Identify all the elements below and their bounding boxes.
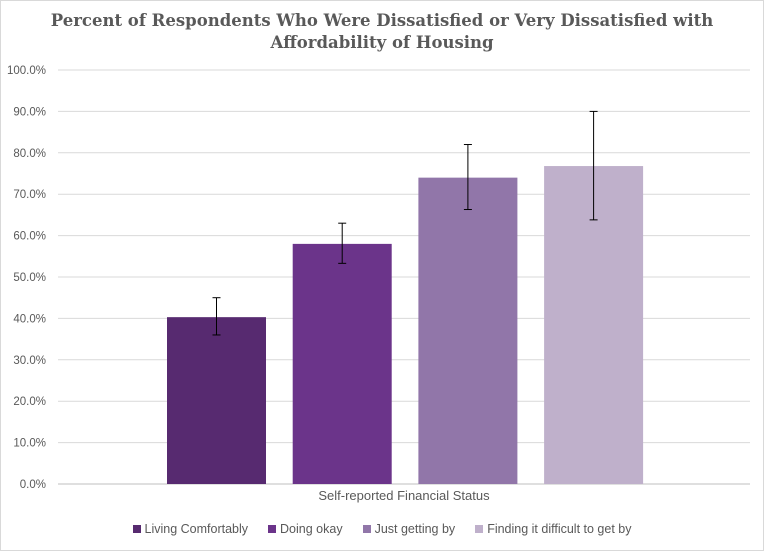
- legend-label: Doing okay: [280, 522, 343, 536]
- y-tick-label: 90.0%: [13, 106, 46, 118]
- y-tick-label: 30.0%: [13, 355, 46, 367]
- legend-item: Just getting by: [362, 522, 456, 536]
- legend-item: Doing okay: [268, 522, 343, 536]
- legend-swatch: [362, 525, 371, 533]
- chart-title-line-1: Percent of Respondents Who Were Dissatis…: [50, 11, 714, 30]
- bar: [292, 243, 392, 484]
- legend-label: Living Comfortably: [144, 522, 249, 536]
- y-tick-label: 60.0%: [13, 231, 46, 243]
- legend-label: Finding it difficult to get by: [487, 522, 632, 536]
- bar: [418, 177, 518, 484]
- y-tick-label: 70.0%: [13, 189, 46, 201]
- y-tick-label: 20.0%: [13, 396, 46, 408]
- legend-item: Living Comfortably: [132, 522, 249, 536]
- legend-swatch: [475, 525, 484, 533]
- chart-title: Percent of Respondents Who Were Dissatis…: [1, 10, 763, 54]
- legend-item: Finding it difficult to get by: [475, 522, 631, 536]
- legend-label: Just getting by: [374, 522, 456, 536]
- x-axis-title: Self-reported Financial Status: [318, 488, 490, 503]
- legend-swatch: [268, 525, 277, 533]
- chart-title-line-2: Affordability of Housing: [270, 33, 494, 52]
- y-tick-label: 0.0%: [20, 479, 46, 491]
- bar: [167, 317, 266, 484]
- y-tick-label: 10.0%: [13, 438, 46, 450]
- y-tick-label: 50.0%: [13, 272, 46, 284]
- y-tick-label: 80.0%: [13, 148, 46, 160]
- chart-legend: Living Comfortably Doing okay Just getting…: [1, 522, 763, 536]
- legend-swatch: [132, 525, 141, 533]
- y-tick-label: 40.0%: [13, 313, 46, 325]
- y-tick-label: 100.0%: [7, 65, 46, 77]
